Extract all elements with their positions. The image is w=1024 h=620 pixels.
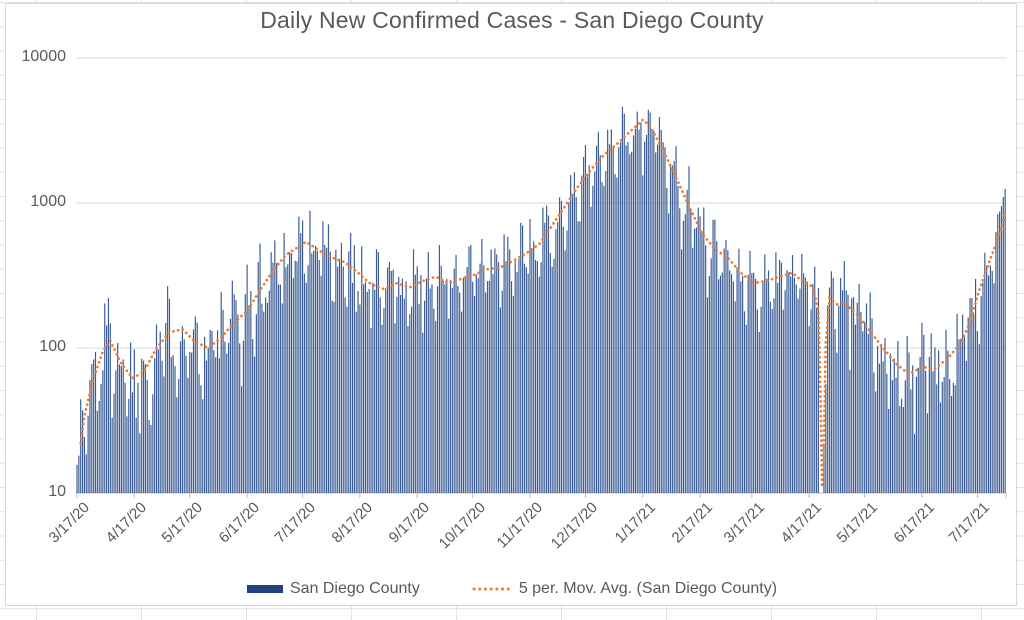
y-axis-label-10: 10 bbox=[48, 483, 66, 500]
legend-label-moving-avg: 5 per. Mov. Avg. (San Diego County) bbox=[518, 580, 778, 597]
legend: San Diego County 5 per. Mov. Avg. (San D… bbox=[0, 575, 1024, 603]
y-axis-label-100: 100 bbox=[39, 338, 66, 355]
x-axis-ticks bbox=[76, 493, 1007, 498]
legend-item-cases[interactable]: San Diego County bbox=[246, 580, 420, 598]
y-axis-label-10000: 10000 bbox=[21, 48, 67, 65]
legend-label-cases: San Diego County bbox=[289, 580, 420, 597]
y-axis-label-1000: 1000 bbox=[30, 193, 66, 210]
bar-series-swatch-icon bbox=[246, 585, 283, 593]
moving-avg-swatch-icon bbox=[472, 587, 512, 591]
bar-series[interactable] bbox=[76, 106, 1006, 494]
legend-item-moving-avg[interactable]: 5 per. Mov. Avg. (San Diego County) bbox=[472, 580, 777, 598]
chart-title: Daily New Confirmed Cases - San Diego Co… bbox=[260, 7, 764, 33]
moving-average-line[interactable] bbox=[79, 117, 1007, 488]
